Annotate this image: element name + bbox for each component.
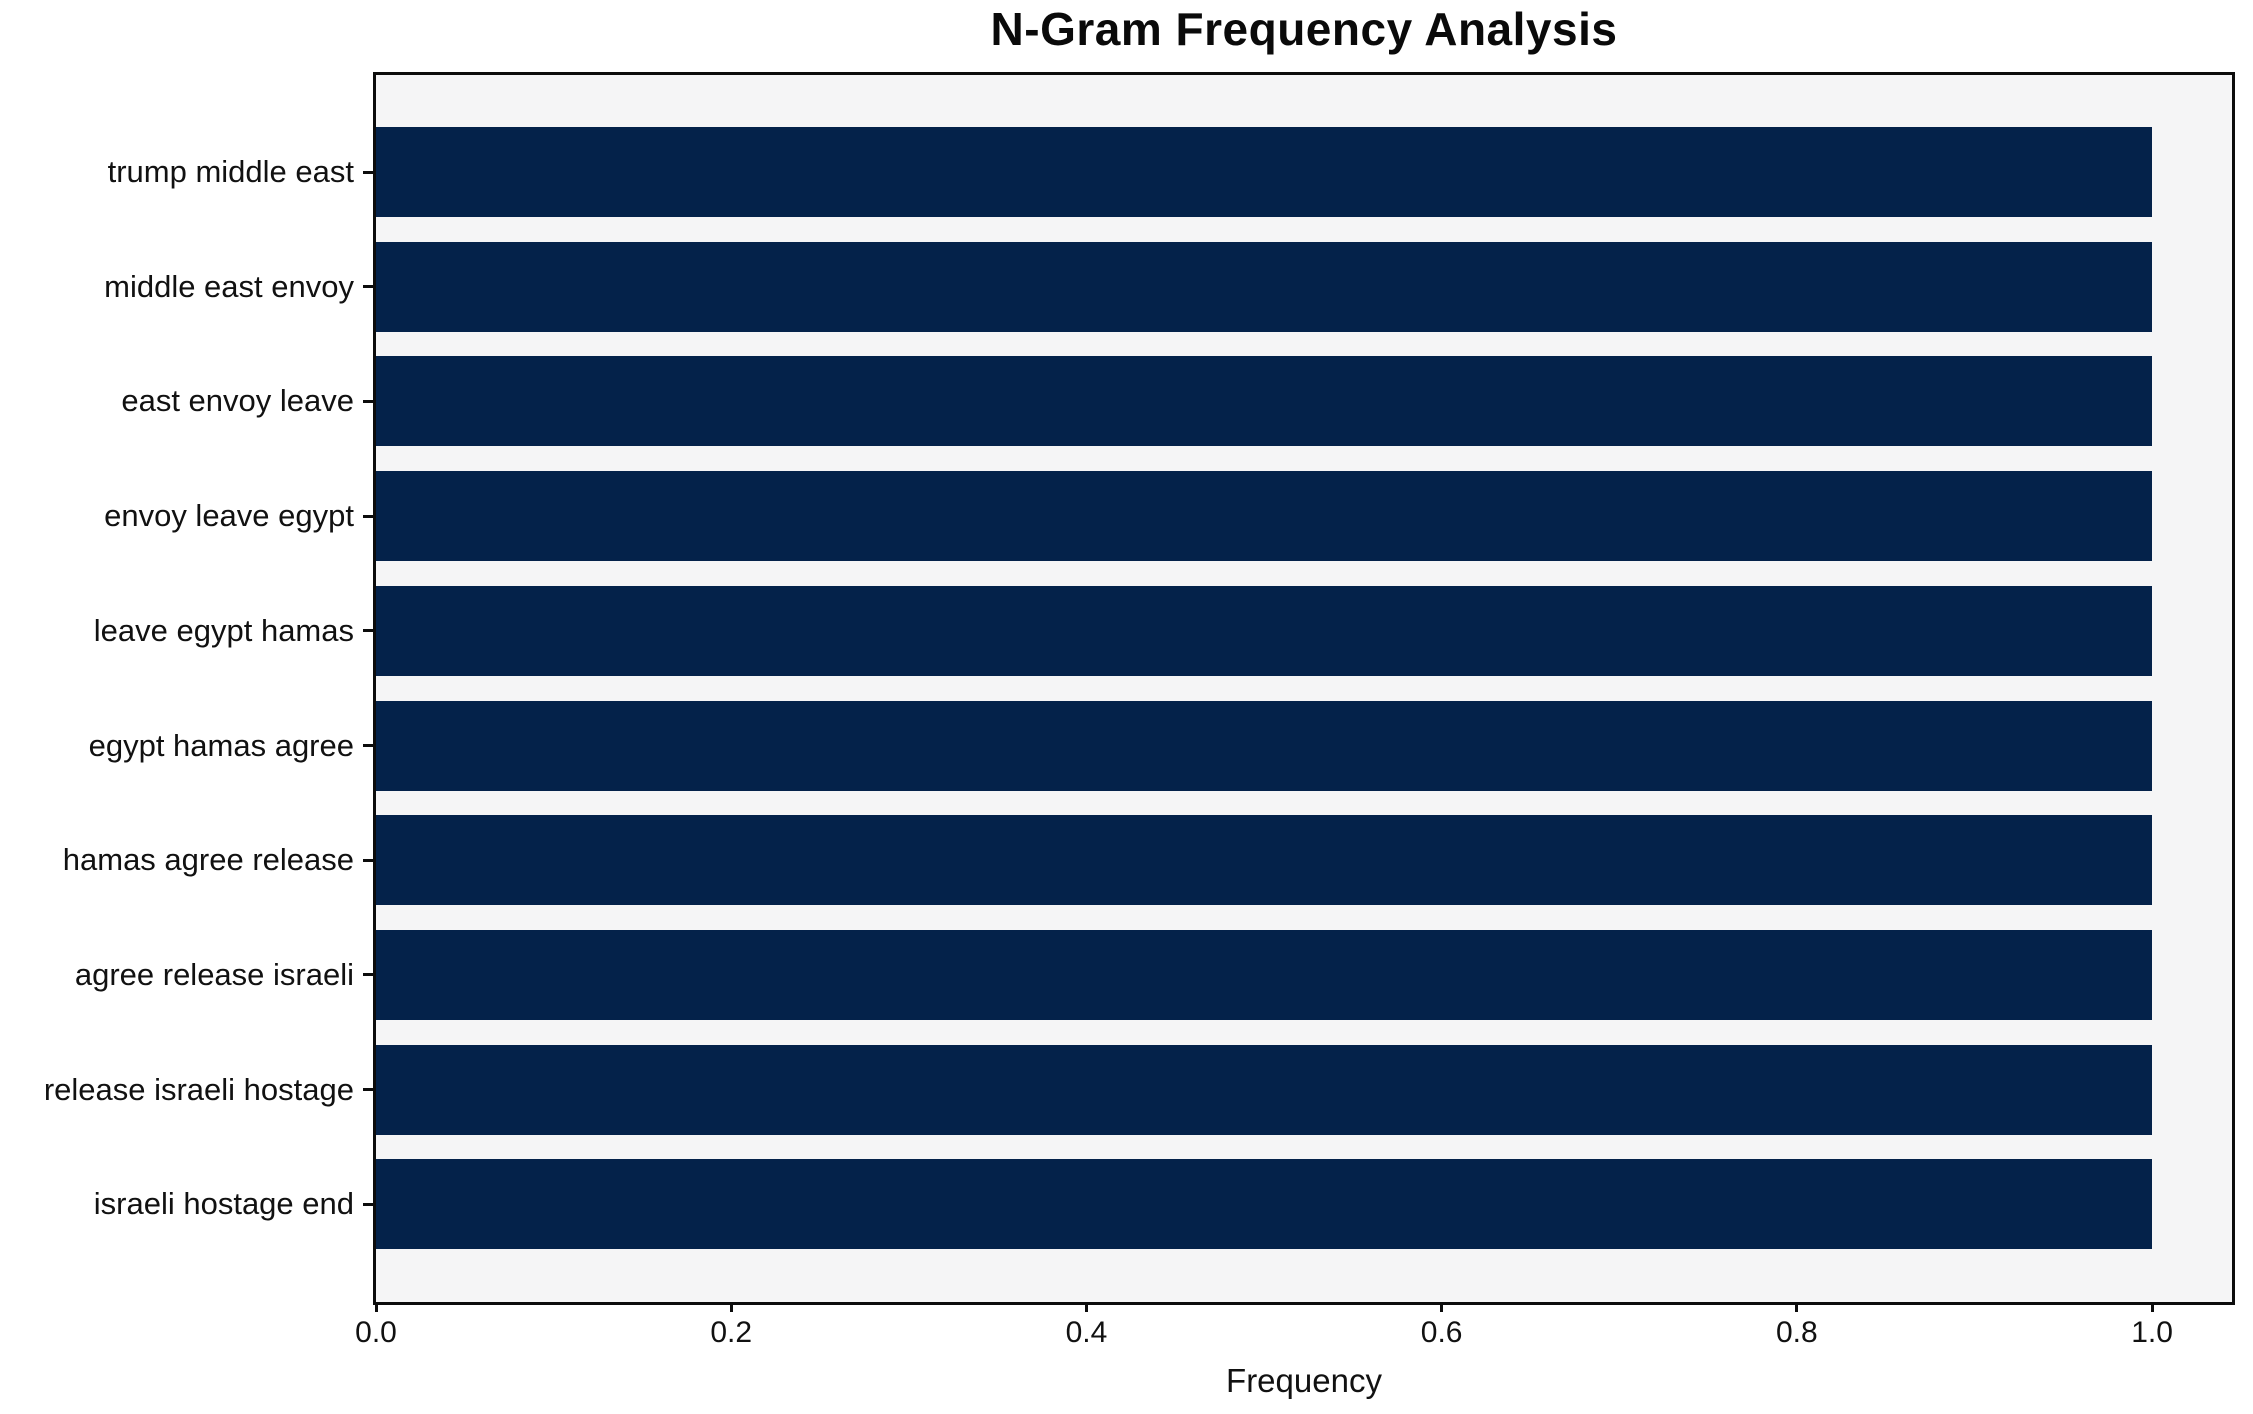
chart-title: N-Gram Frequency Analysis bbox=[990, 3, 1618, 55]
x-tick-mark bbox=[1084, 1302, 1088, 1312]
x-tick-mark bbox=[1795, 1302, 1799, 1312]
x-tick-label: 0.0 bbox=[355, 1316, 397, 1349]
y-tick-mark bbox=[363, 629, 373, 633]
x-tick-label: 0.2 bbox=[710, 1316, 753, 1349]
x-axis-label: Frequency bbox=[1226, 1362, 1382, 1399]
bar-egypt-hamas-agree bbox=[376, 700, 2153, 791]
y-tick-label: hamas agree release bbox=[62, 842, 354, 878]
y-tick-label: egypt hamas agree bbox=[88, 727, 354, 763]
x-tick-label: 0.6 bbox=[1420, 1316, 1463, 1349]
x-tick-mark bbox=[2150, 1302, 2154, 1312]
y-tick-mark bbox=[363, 514, 373, 518]
x-tick-mark bbox=[1440, 1302, 1444, 1312]
x-tick-label: 0.4 bbox=[1065, 1316, 1108, 1349]
bar-hamas-agree-release bbox=[376, 815, 2153, 906]
y-tick-label: israeli hostage end bbox=[93, 1186, 354, 1222]
x-tick-mark bbox=[374, 1302, 378, 1312]
y-tick-mark bbox=[363, 1202, 373, 1206]
y-tick-mark bbox=[363, 858, 373, 862]
bar-middle-east-envoy bbox=[376, 241, 2153, 332]
bar-leave-egypt-hamas bbox=[376, 585, 2153, 676]
x-tick-label: 0.8 bbox=[1776, 1316, 1818, 1349]
y-tick-label: release israeli hostage bbox=[43, 1071, 354, 1107]
y-tick-label: envoy leave egypt bbox=[104, 498, 354, 534]
y-tick-mark bbox=[363, 1088, 373, 1092]
y-tick-mark bbox=[363, 973, 373, 977]
x-tick-label: 1.0 bbox=[2131, 1316, 2173, 1349]
y-tick-mark bbox=[363, 170, 373, 174]
y-tick-mark bbox=[363, 285, 373, 289]
y-tick-label: leave egypt hamas bbox=[93, 612, 354, 648]
y-tick-label: agree release israeli bbox=[74, 956, 354, 992]
y-tick-mark bbox=[363, 744, 373, 747]
x-tick-mark bbox=[729, 1302, 733, 1312]
bar-agree-release-israeli bbox=[376, 929, 2153, 1020]
y-tick-label: east envoy leave bbox=[121, 383, 354, 419]
plot-area: Frequency trump middle east middle east e… bbox=[44, 72, 2235, 1399]
bar-release-israeli-hostage bbox=[376, 1044, 2153, 1135]
bar-east-envoy-leave bbox=[376, 356, 2153, 447]
y-tick-mark bbox=[363, 399, 373, 403]
bar-trump-middle-east bbox=[376, 127, 2153, 217]
y-tick-label: trump middle east bbox=[107, 154, 354, 189]
bar-israeli-hostage-end bbox=[376, 1159, 2153, 1250]
bar-envoy-leave-egypt bbox=[376, 471, 2153, 562]
y-tick-label: middle east envoy bbox=[104, 268, 354, 304]
